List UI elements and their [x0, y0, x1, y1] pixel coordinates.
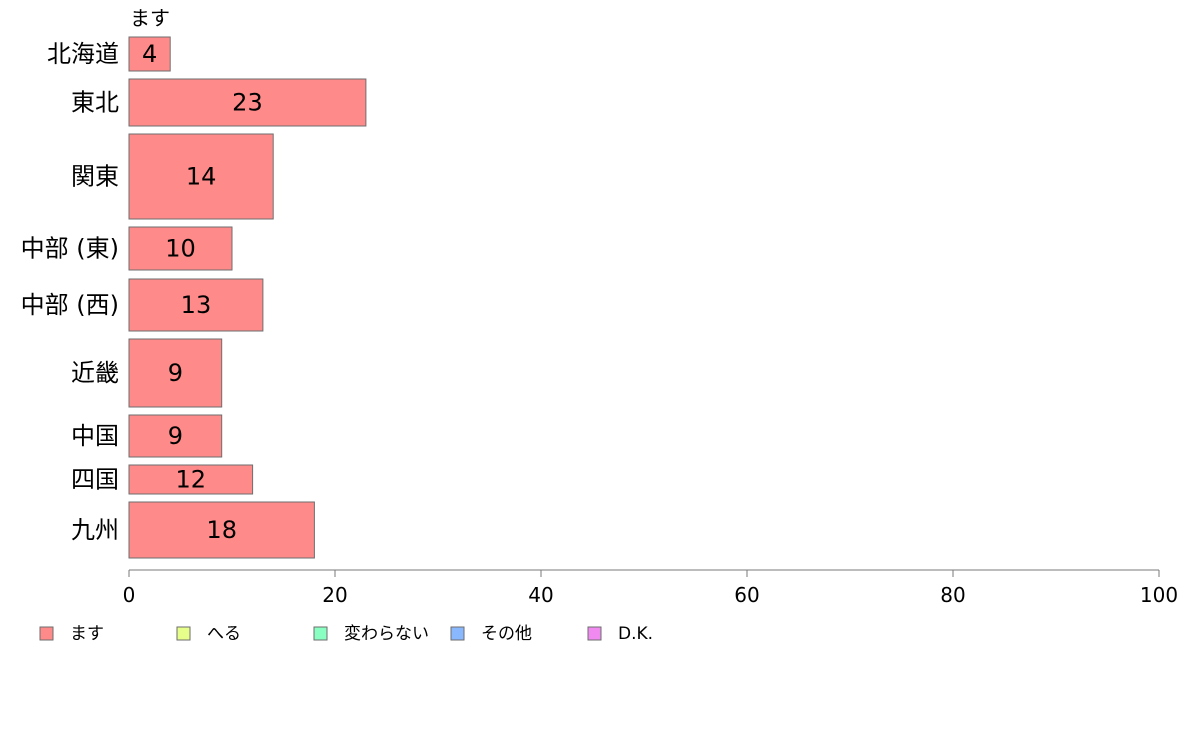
legend-label: へる — [207, 624, 241, 644]
value-label: 14 — [186, 163, 217, 191]
bars-group — [128, 36, 367, 559]
category-label: 中部 (東) — [21, 235, 119, 263]
value-label: 12 — [176, 466, 207, 494]
value-label: 10 — [165, 235, 196, 263]
category-label: 四国 — [71, 466, 119, 494]
legend: ます へる 変わらない その他 D.K. — [39, 624, 653, 644]
legend-label: その他 — [481, 624, 532, 644]
category-label: 東北 — [71, 89, 119, 117]
value-label: 23 — [232, 89, 263, 117]
bar-1-7 — [128, 414, 223, 458]
bar-1-2 — [128, 78, 367, 127]
legend-swatch — [450, 626, 465, 641]
x-tick-label: 60 — [734, 583, 759, 607]
legend-swatch — [313, 626, 328, 641]
bar-1-6 — [128, 338, 223, 408]
legend-swatch — [587, 626, 602, 641]
bar-1-9 — [128, 501, 315, 559]
x-tick-label: 20 — [322, 583, 347, 607]
category-label: 九州 — [71, 516, 119, 544]
bar-1-3 — [128, 133, 274, 220]
category-label: 近畿 — [71, 359, 119, 387]
bar-1-4 — [128, 226, 233, 271]
category-label: 中国 — [71, 422, 119, 450]
x-axis: 0 20 40 60 80 100 — [123, 569, 1178, 607]
x-tick-label: 0 — [123, 583, 136, 607]
x-tick-label: 100 — [1140, 583, 1178, 607]
category-label: 北海道 — [47, 40, 119, 68]
bar-1-8 — [128, 464, 254, 495]
bar-1-1 — [128, 36, 171, 72]
legend-swatch — [39, 626, 54, 641]
legend-label: 変わらない — [344, 624, 429, 644]
legend-label: ます — [70, 624, 104, 644]
category-label: 中部 (西) — [21, 291, 119, 319]
legend-swatch — [176, 626, 191, 641]
x-tick-label: 80 — [940, 583, 965, 607]
bar-1-5 — [128, 278, 264, 332]
value-labels: 4 23 14 10 13 9 9 12 18 — [142, 40, 263, 544]
x-tick-label: 40 — [528, 583, 553, 607]
value-label: 13 — [181, 291, 212, 319]
value-label: 9 — [168, 359, 183, 387]
value-label: 4 — [142, 40, 157, 68]
series-caption: ます — [130, 6, 170, 30]
legend-label: D.K. — [618, 624, 653, 644]
category-label: 関東 — [71, 163, 119, 191]
value-label: 18 — [206, 516, 237, 544]
value-label: 9 — [168, 422, 183, 450]
